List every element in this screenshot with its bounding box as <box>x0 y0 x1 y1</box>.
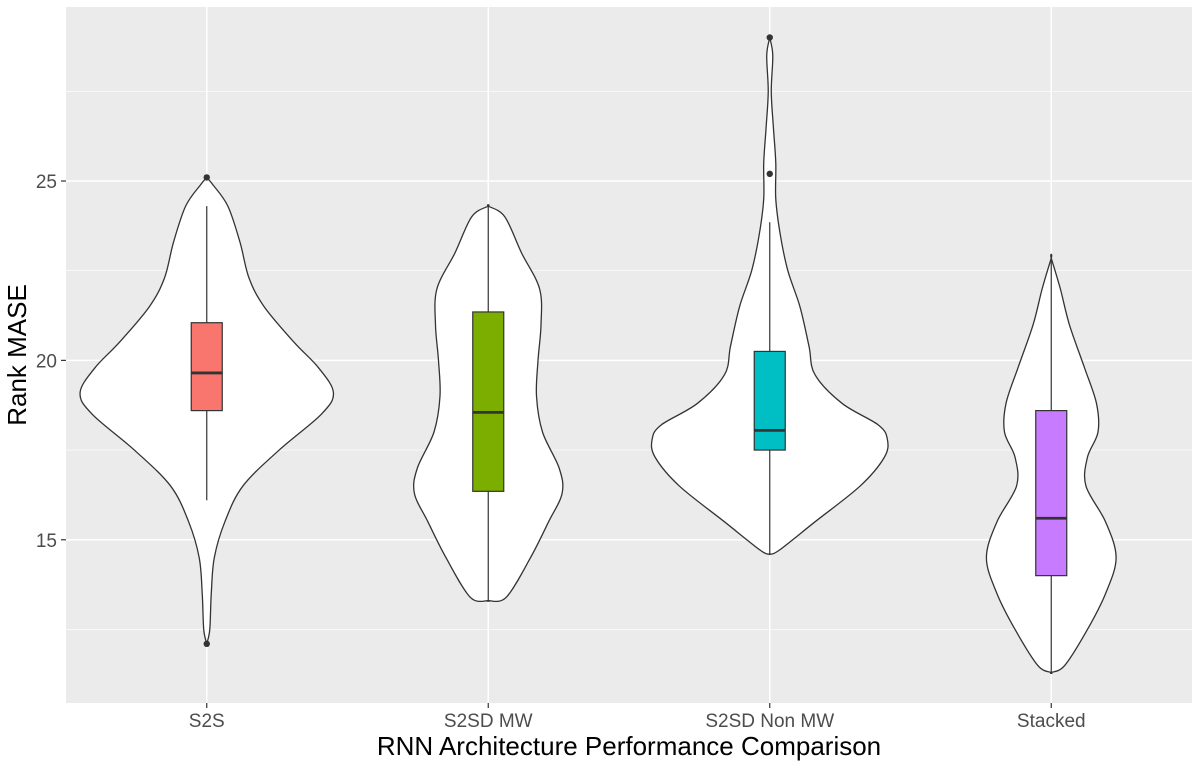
outlier-point <box>766 170 773 178</box>
outlier-point <box>203 174 210 181</box>
axes: 15 20 25 S2S S2SD MW S2SD Non MW Stacked <box>36 172 1086 732</box>
x-tick-label: Stacked <box>1017 711 1086 732</box>
y-axis-title: Rank MASE <box>2 284 32 426</box>
x-axis-title: RNN Architecture Performance Comparison <box>377 731 881 761</box>
outlier-point <box>766 34 773 41</box>
x-tick-label: S2S <box>189 711 225 732</box>
box-3 <box>1035 410 1068 577</box>
boxplots <box>190 34 1068 673</box>
y-tick-label: 25 <box>36 172 57 193</box>
box-0 <box>190 322 223 412</box>
y-tick-label: 15 <box>36 531 57 552</box>
box-1 <box>472 311 505 492</box>
x-tick-label: S2SD Non MW <box>705 711 834 732</box>
x-tick-label: S2SD MW <box>444 711 533 732</box>
outlier-point <box>203 640 210 648</box>
y-tick-label: 20 <box>36 351 57 372</box>
box-2 <box>753 350 786 451</box>
